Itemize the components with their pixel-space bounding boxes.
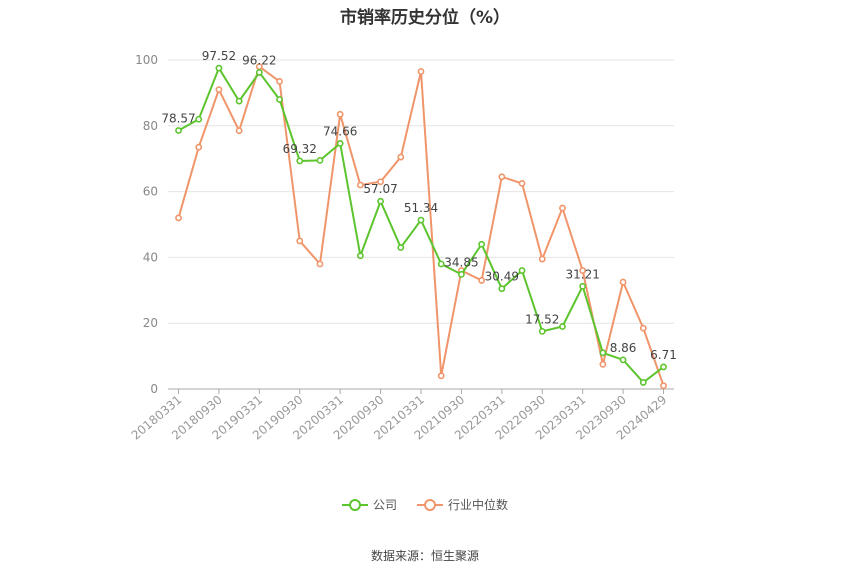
data-point	[660, 363, 667, 371]
series-layer	[175, 63, 667, 390]
data-point	[316, 260, 324, 268]
data-point	[660, 382, 667, 390]
data-point	[498, 285, 506, 293]
data-point	[599, 360, 607, 368]
legend-label: 公司	[372, 498, 397, 512]
data-label: 30.49	[485, 270, 519, 284]
data-point	[397, 244, 405, 251]
data-point	[336, 110, 344, 118]
data-labels: 78.57 97.52 96.22 69.32 74.66 57.07 51.34 34.85…	[161, 49, 677, 362]
data-point	[356, 181, 364, 189]
data-point	[619, 278, 627, 286]
data-point	[538, 327, 546, 335]
line-chart: 0 20 40 60 80 100 201803312018093020190331201…	[129, 49, 677, 443]
y-tick-label: 40	[143, 250, 158, 264]
data-point	[639, 324, 647, 332]
data-point	[579, 282, 587, 290]
data-label: 78.57	[161, 112, 195, 126]
data-point	[518, 267, 526, 274]
data-point	[559, 204, 566, 212]
data-label: 34.85	[444, 255, 478, 269]
legend-marker-icon	[341, 498, 368, 512]
x-axis: 2018033120180930201903312019093020200331…	[129, 388, 674, 443]
y-tick-label: 20	[143, 316, 158, 330]
y-tick-label: 80	[143, 119, 158, 133]
data-point	[276, 96, 283, 103]
data-label: 51.34	[404, 201, 438, 215]
data-point	[296, 157, 304, 165]
data-point	[417, 68, 425, 75]
data-point	[377, 178, 384, 186]
data-point	[175, 214, 182, 222]
data-source: 数据来源：恒生聚源	[370, 549, 479, 563]
data-point	[639, 379, 647, 386]
data-point	[255, 69, 263, 76]
data-point	[336, 139, 344, 147]
legend: 公司 行业中位数	[0, 496, 850, 515]
data-point	[356, 252, 364, 260]
data-label: 96.22	[242, 53, 276, 67]
data-point	[559, 323, 566, 330]
data-label: 74.66	[323, 124, 357, 138]
legend-label: 行业中位数	[448, 498, 509, 512]
legend-marker-icon	[417, 498, 443, 512]
series-line	[177, 64, 665, 387]
legend-item[interactable]: 行业中位数	[417, 496, 508, 513]
data-point	[417, 216, 425, 224]
data-point	[518, 179, 526, 187]
data-point	[478, 240, 486, 248]
y-tick-label: 0	[150, 382, 158, 396]
data-label: 8.86	[610, 341, 637, 355]
data-point	[437, 372, 445, 380]
grid-lines	[168, 59, 674, 324]
data-point	[195, 115, 203, 123]
data-point	[437, 260, 445, 268]
y-axis: 0 20 40 60 80 100	[135, 53, 158, 396]
data-point	[175, 127, 182, 134]
chart-title: 市销率历史分位（%）	[339, 8, 511, 28]
data-point	[579, 267, 587, 274]
y-tick-label: 100	[135, 53, 158, 67]
data-point	[458, 270, 465, 278]
data-point	[316, 156, 324, 164]
data-point	[397, 153, 405, 161]
data-point	[296, 237, 304, 245]
data-label: 57.07	[363, 182, 397, 196]
data-point	[498, 173, 506, 181]
series-line	[178, 65, 665, 384]
legend-item[interactable]: 公司	[341, 496, 397, 513]
data-point	[538, 255, 546, 263]
data-label: 17.52	[525, 312, 559, 326]
data-label: 97.52	[202, 49, 236, 63]
data-point	[215, 86, 223, 94]
y-tick-label: 60	[143, 185, 158, 199]
data-point	[235, 127, 243, 135]
data-point	[599, 349, 607, 357]
data-point	[195, 143, 203, 151]
data-point	[619, 356, 627, 364]
data-point	[276, 77, 283, 85]
data-point	[478, 277, 486, 284]
data-point	[377, 197, 384, 205]
data-label: 6.71	[650, 348, 677, 362]
data-label: 69.32	[283, 142, 317, 156]
data-point	[215, 64, 223, 72]
data-point	[235, 97, 243, 105]
data-label: 31.21	[565, 267, 599, 281]
